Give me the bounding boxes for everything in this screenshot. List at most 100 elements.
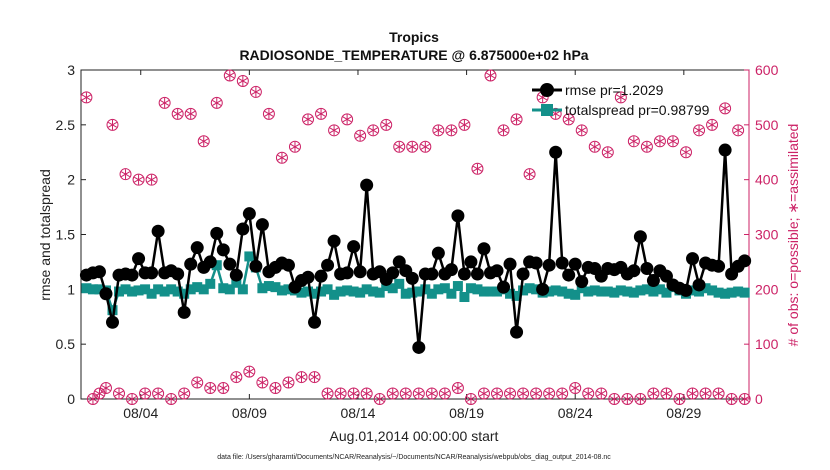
rmse-point (575, 275, 589, 289)
rmse-point (249, 259, 263, 273)
obs-assimilated-marker (681, 147, 691, 158)
obs-assimilated-marker (564, 114, 574, 125)
obs-possible-marker (419, 140, 432, 153)
totalspread-point (518, 285, 529, 296)
obs-assimilated-marker (283, 377, 294, 388)
obs-possible-marker (627, 135, 640, 148)
y-tick-label-right: 600 (755, 62, 779, 78)
obs-assimilated-marker (225, 70, 235, 81)
obs-possible-marker (686, 387, 699, 400)
obs-possible-marker (139, 387, 152, 400)
rmse-point (640, 261, 654, 275)
totalspread-point (609, 287, 620, 298)
obs-possible-marker (99, 382, 112, 395)
totalspread-point (426, 288, 437, 299)
x-axis: 08/04 08/09 08/14 08/19 08/24 08/29 (123, 70, 702, 421)
totalspread-point (694, 286, 705, 297)
obs-possible-marker (523, 168, 536, 181)
totalspread-point (179, 288, 190, 299)
obs-assimilated-marker (270, 383, 281, 394)
obs-assimilated-marker (264, 108, 274, 119)
obs-assimilated-marker (362, 388, 372, 399)
obs-possible-marker (569, 382, 582, 395)
obs-assimilated-marker (570, 383, 580, 394)
obs-possible-marker (341, 113, 354, 126)
totalspread-point (94, 284, 105, 295)
obs-assimilated-marker (485, 70, 496, 81)
totalspread-point (420, 284, 431, 295)
obs-assimilated-marker (133, 174, 144, 185)
totalspread-point (107, 305, 118, 316)
obs-assimilated-marker (727, 394, 737, 404)
obs-possible-marker (191, 376, 204, 389)
obs-assimilated-marker (687, 388, 698, 399)
obs-possible-marker (504, 387, 517, 400)
obs-possible-marker (399, 387, 412, 400)
obs-possible-marker (673, 393, 686, 405)
totalspread-point (478, 286, 489, 297)
legend: rmse pr=1.2029 totalspread pr=0.98799 (532, 82, 710, 118)
totalspread-point (583, 286, 594, 297)
obs-possible-marker (406, 140, 419, 153)
obs-possible-marker (425, 387, 438, 400)
totalspread-point (316, 286, 327, 297)
rmse-point (503, 257, 517, 271)
rmse-point (529, 256, 543, 270)
obs-possible-marker (706, 118, 719, 131)
y-tick-label: 2 (67, 172, 75, 188)
obs-assimilated-marker (179, 388, 189, 399)
obs-possible-marker (464, 393, 477, 405)
obs-possible-marker (582, 387, 595, 400)
rmse-point (549, 145, 563, 159)
totalspread-point (739, 287, 750, 298)
rmse-point (646, 274, 660, 288)
rmse-point (490, 264, 504, 278)
obs-possible-marker (354, 129, 367, 142)
obs-assimilated-marker (544, 388, 554, 399)
obs-assimilated-marker (655, 136, 665, 147)
obs-assimilated-marker (277, 152, 287, 163)
obs-possible-marker (608, 393, 621, 405)
obs-possible-marker (451, 382, 464, 395)
totalspread-point (257, 283, 268, 294)
rmse-point (536, 282, 550, 296)
obs-possible-marker (588, 140, 601, 153)
totalspread-point (231, 277, 242, 288)
totalspread-point (557, 286, 568, 297)
y-axis-left: 0 0.5 1 1.5 2 2.5 3 (56, 62, 86, 407)
rmse-point (562, 268, 576, 282)
obs-possible-marker (562, 113, 575, 126)
obs-assimilated-marker (446, 125, 456, 136)
totalspread-point (218, 283, 229, 294)
totalspread-series (81, 251, 750, 316)
totalspread-point (263, 281, 274, 292)
obs-assimilated-marker (173, 108, 183, 119)
obs-possible-marker (543, 387, 556, 400)
obs-assimilated-marker (642, 141, 652, 152)
totalspread-point (374, 287, 385, 298)
obs-possible-marker (315, 107, 328, 120)
obs-assimilated-marker (525, 169, 535, 180)
obs-assimilated-marker (479, 388, 489, 399)
obs-possible-marker (693, 124, 706, 137)
totalspread-point (452, 281, 463, 292)
rmse-point (184, 257, 198, 271)
obs-possible-marker (165, 393, 178, 405)
obs-possible-marker (223, 69, 236, 82)
totalspread-point (465, 283, 476, 294)
rmse-point (470, 267, 484, 281)
rmse-point (340, 266, 354, 280)
totalspread-point (192, 282, 203, 293)
rmse-point (497, 280, 511, 294)
obs-assimilated-marker (329, 125, 339, 136)
obs-possible-marker (132, 173, 145, 186)
obs-possible-marker (393, 140, 406, 153)
obs-assimilated-marker (635, 394, 645, 404)
obs-possible-marker (653, 135, 666, 148)
x-tick-label: 08/24 (558, 405, 593, 421)
obs-assimilated-marker (407, 141, 417, 152)
totalspread-point (133, 285, 144, 296)
obs-possible-marker (210, 96, 223, 109)
obs-assimilated-marker (355, 130, 365, 141)
